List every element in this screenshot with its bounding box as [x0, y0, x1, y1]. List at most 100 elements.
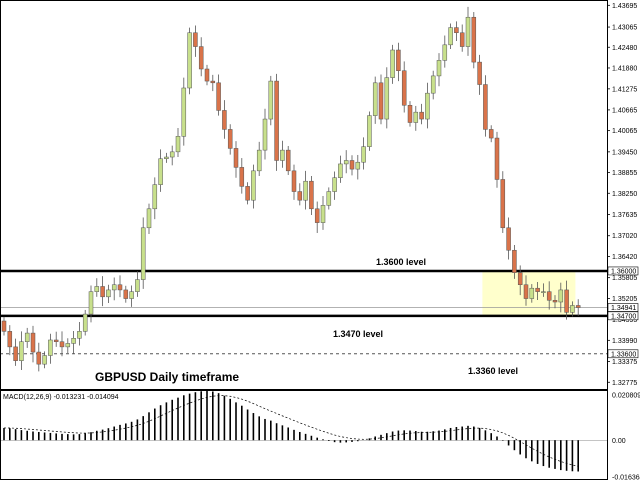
candle-body-42	[245, 186, 250, 201]
candle-body-45	[262, 118, 268, 151]
candle-body-16	[94, 286, 100, 292]
candle-body-95	[552, 300, 558, 303]
candle-body-47	[274, 80, 279, 161]
candle-body-68	[396, 49, 401, 71]
candle-body-65	[378, 82, 384, 120]
candle-body-76	[442, 44, 448, 61]
candle-body-70	[407, 104, 413, 123]
candle-body-30	[175, 136, 181, 153]
candle-body-53	[309, 180, 314, 210]
macd-signal-line	[3, 395, 579, 467]
price-tick-label-5: 1.40665	[612, 107, 637, 114]
candle-body-2	[13, 346, 18, 361]
candle-body-22	[129, 291, 134, 299]
candle-body-74	[430, 75, 436, 94]
candle-body-96	[558, 289, 564, 303]
candle-body-82	[477, 61, 482, 85]
candle-body-89	[517, 272, 523, 286]
candle-body-55	[320, 205, 326, 223]
candle-body-23	[135, 279, 140, 292]
candle-body-48	[280, 149, 285, 161]
price-tick-label-10: 1.37635	[612, 212, 637, 219]
candle-body-49	[285, 149, 291, 172]
candle-body-79	[459, 32, 465, 47]
candle-body-75	[436, 60, 442, 77]
price-tick-label-13: 1.35805	[612, 275, 637, 282]
candle-body-21	[123, 289, 129, 299]
candle-body-31	[181, 87, 187, 137]
candle-body-51	[297, 191, 303, 201]
candle-body-67	[390, 49, 395, 78]
candle-body-63	[367, 115, 372, 147]
candle-body-62	[361, 146, 366, 163]
candle-body-59	[343, 160, 349, 165]
candle-body-15	[88, 291, 94, 315]
candle-body-6	[36, 351, 42, 365]
price-tick-label-9: 1.38250	[612, 191, 637, 198]
candle-body-12	[71, 338, 76, 344]
candle-body-88	[512, 249, 517, 273]
candle-body-3	[19, 341, 24, 361]
candle-body-10	[59, 341, 65, 348]
candle-body-39	[227, 129, 233, 149]
candle-body-64	[372, 82, 378, 116]
candle-body-92	[535, 287, 540, 292]
price-tick-label-17: 1.33375	[612, 359, 637, 366]
candle-body-84	[488, 129, 494, 139]
macd-label: MACD(12,26,9) -0.013231 -0.014094	[3, 394, 119, 401]
candle-body-27	[158, 158, 163, 185]
candle-body-90	[523, 284, 529, 299]
candle-body-52	[303, 180, 308, 201]
level-label-1-3600: 1.3600 level	[376, 257, 426, 267]
level-label-1-3360: 1.3360 level	[468, 366, 518, 376]
candle-body-20	[117, 284, 123, 291]
candle-body-71	[413, 111, 419, 123]
macd-tick-label-2: -0.016364	[612, 475, 640, 480]
candle-body-98	[570, 305, 575, 313]
candle-body-24	[140, 227, 146, 280]
candle-body-50	[291, 170, 297, 192]
candle-body-33	[193, 32, 198, 47]
candle-body-66	[384, 77, 390, 120]
candle-body-93	[541, 291, 546, 293]
candle-body-57	[332, 177, 337, 192]
candle-body-29	[169, 151, 175, 158]
candle-body-9	[53, 339, 59, 342]
candle-body-86	[500, 179, 506, 229]
price-tick-label-6: 1.40065	[612, 128, 637, 135]
chart-title: GBPUSD Daily timeframe	[95, 370, 239, 384]
candle-body-13	[77, 331, 82, 339]
candle-body-41	[239, 167, 245, 187]
price-tick-label-14: 1.35205	[612, 296, 637, 303]
candle-body-26	[152, 184, 158, 210]
candle-body-17	[100, 286, 105, 298]
candle-body-4	[24, 332, 30, 342]
price-pane-frame	[0, 0, 608, 390]
candle-body-80	[465, 16, 471, 47]
candle-body-32	[187, 32, 192, 89]
candle-body-5	[30, 332, 36, 353]
price-tick-label-15: 1.34595	[612, 317, 637, 324]
macd-tick-label-0: 0.020809	[612, 393, 640, 400]
candle-body-40	[233, 148, 239, 168]
candle-body-60	[349, 160, 355, 170]
candle-body-34	[198, 46, 204, 70]
candle-body-91	[529, 287, 535, 299]
price-tick-label-3: 1.41880	[612, 65, 637, 72]
price-highlight-label-1: 1.34941	[611, 305, 636, 312]
price-highlight-label-2: 1.34700	[611, 313, 636, 320]
candle-body-7	[42, 355, 47, 365]
price-tick-label-11: 1.37020	[612, 233, 637, 240]
price-tick-label-4: 1.41275	[612, 86, 637, 93]
price-tick-label-8: 1.38855	[612, 170, 637, 177]
price-tick-label-2: 1.42480	[612, 45, 637, 52]
candle-body-18	[106, 289, 111, 298]
candle-body-56	[326, 191, 332, 206]
price-tick-label-0: 1.43695	[612, 3, 637, 10]
price-tick-label-12: 1.36420	[612, 254, 637, 261]
candle-body-85	[494, 137, 500, 180]
candle-body-43	[251, 170, 256, 201]
candle-body-0	[1, 320, 7, 332]
